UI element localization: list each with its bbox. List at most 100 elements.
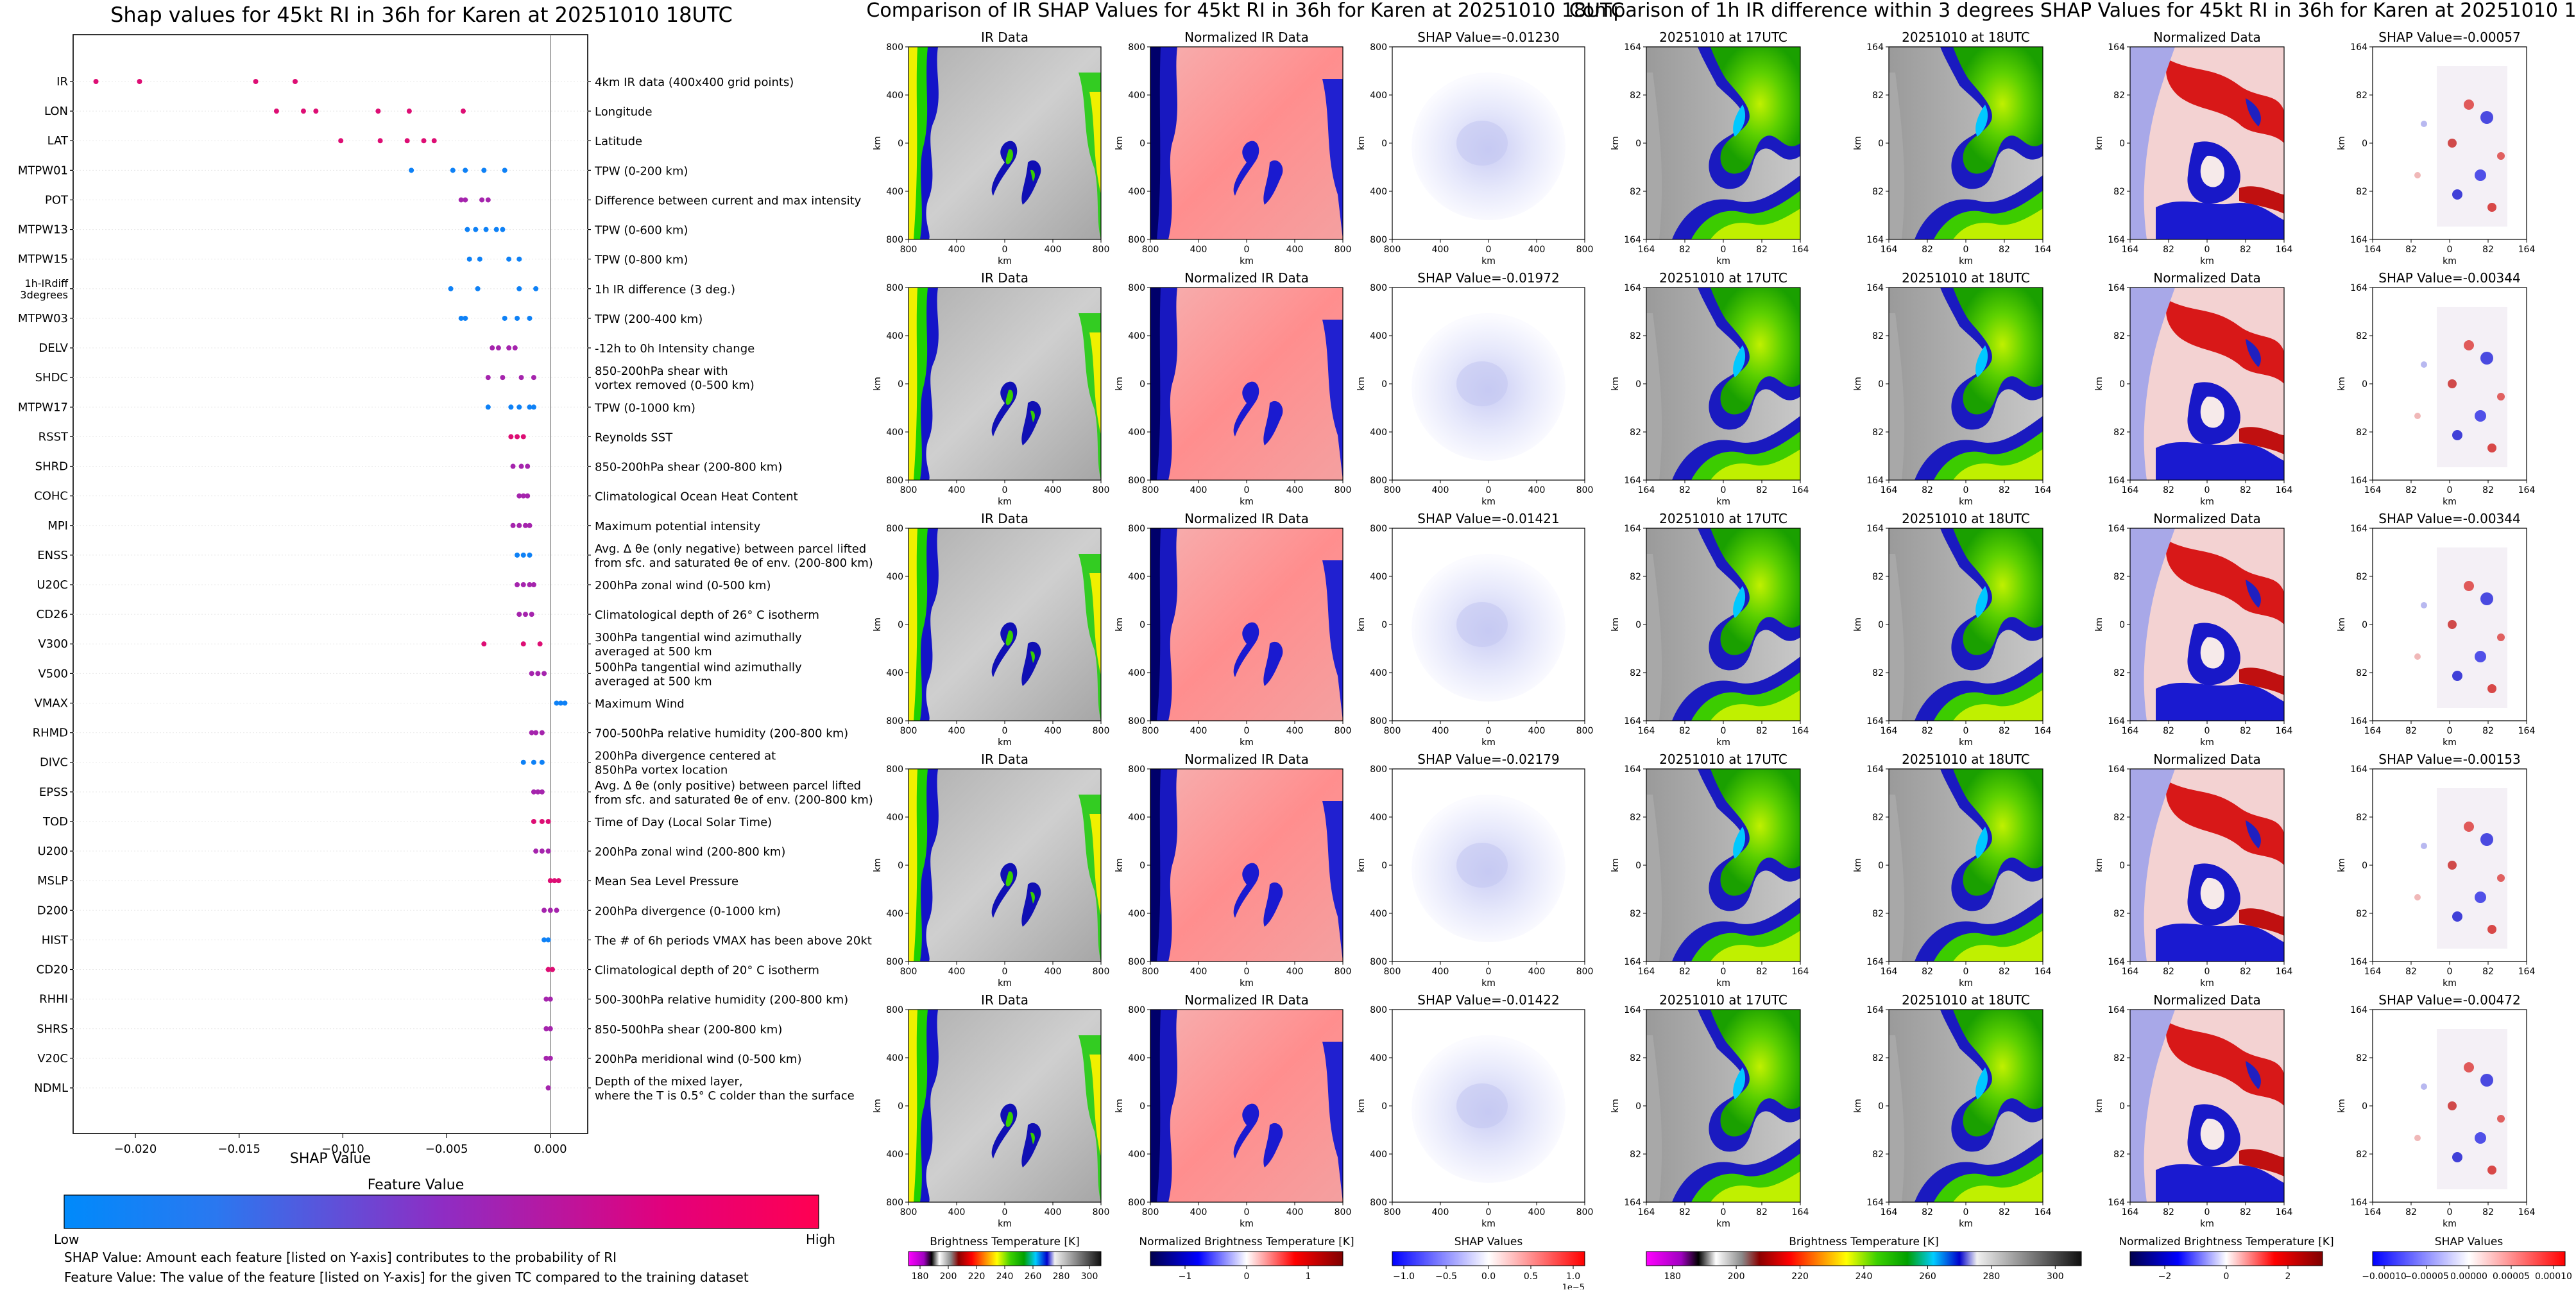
x-tick-label: 164 <box>1881 485 1898 495</box>
y-tick-label: 82 <box>2113 909 2125 919</box>
x-tick-label: 0 <box>1486 1207 1492 1218</box>
shap-point <box>516 493 522 499</box>
y-tick-label: 400 <box>886 1150 903 1160</box>
feature-description-label: 850-500hPa shear (200-800 km) <box>595 1023 782 1037</box>
x-tick-label: 800 <box>1335 245 1352 255</box>
x-tick-label: 164 <box>2518 726 2536 736</box>
subplot-title: 20251010 at 18UTC <box>1902 511 2030 526</box>
shap-point <box>293 79 298 84</box>
x-axis-label: km <box>2443 256 2457 266</box>
shap-point <box>562 700 568 706</box>
x-axis-label: km <box>2200 256 2214 266</box>
y-tick-label: 0 <box>2119 1101 2125 1112</box>
ir-image <box>1392 769 1585 961</box>
x-axis-label: km <box>1481 737 1496 748</box>
subplot-title: Normalized IR Data <box>1184 992 1309 1008</box>
y-tick-label: 164 <box>1866 42 1884 53</box>
shap-point <box>539 848 545 854</box>
feature-row: U200 200hPa zonal wind (200-800 km) <box>37 845 785 859</box>
x-tick-label: 164 <box>1792 967 1809 977</box>
ir-image <box>1392 1010 1585 1202</box>
colorbar-tick-label: 260 <box>1025 1271 1042 1282</box>
x-tick-label: 164 <box>2122 726 2139 736</box>
feature-name-label: RHMD <box>33 727 68 740</box>
x-tick-label: 400 <box>1190 967 1207 977</box>
y-tick-label: 400 <box>1128 1150 1145 1160</box>
shap-point <box>338 138 344 144</box>
feature-description-label: TPW (0-200 km) <box>594 164 688 178</box>
feature-description-label: where the T is 0.5° C colder than the su… <box>595 1089 855 1103</box>
colorbar-tick-label: −2 <box>2158 1271 2172 1282</box>
y-tick-label: 164 <box>1624 42 1641 53</box>
x-tick-label: 0 <box>1244 485 1250 495</box>
y-axis-label: km <box>1356 858 1367 872</box>
feature-description-label: Reynolds SST <box>595 431 673 444</box>
x-tick-label: 164 <box>1881 1207 1898 1218</box>
x-tick-label: 400 <box>1190 485 1207 495</box>
x-tick-label: 164 <box>2364 245 2382 255</box>
y-axis-label: km <box>1356 136 1367 150</box>
y-tick-label: 164 <box>2350 1198 2367 1208</box>
x-tick-label: 164 <box>1638 245 1655 255</box>
y-tick-label: 164 <box>2108 42 2125 53</box>
y-tick-label: 82 <box>1872 1150 1884 1160</box>
x-axis-label: km <box>1716 256 1730 266</box>
x-tick-label: 0 <box>1002 245 1008 255</box>
feature-name-label: V20C <box>37 1052 68 1065</box>
ir-image <box>908 288 1101 480</box>
shap-point <box>543 996 549 1002</box>
y-tick-label: 0 <box>1381 139 1387 149</box>
x-tick-label: 400 <box>1045 967 1062 977</box>
feature-name-label: SHDC <box>35 371 68 384</box>
shap-point <box>479 197 485 203</box>
y-tick-label: 400 <box>886 813 903 823</box>
x-tick-label: 164 <box>2364 967 2382 977</box>
y-tick-label: 800 <box>1128 42 1145 53</box>
shap-point <box>490 345 495 351</box>
shap-point <box>406 108 412 114</box>
shap-point <box>500 375 506 381</box>
feature-description-label: 500hPa tangential wind azimuthally <box>595 660 802 674</box>
x-tick-label: 400 <box>1286 485 1304 495</box>
x-tick-label: 164 <box>2122 245 2139 255</box>
x-axis-label: km <box>1959 978 1973 988</box>
shap-point <box>515 552 520 558</box>
colorbar-tick-label: 0.00010 <box>2535 1271 2572 1282</box>
feature-row: V300 300hPa tangential wind azimuthallyav… <box>38 631 802 659</box>
x-tick-label: 400 <box>1190 245 1207 255</box>
y-tick-label: 800 <box>1128 764 1145 775</box>
x-tick-label: 400 <box>1528 245 1546 255</box>
y-tick-label: 400 <box>1370 331 1387 341</box>
y-tick-label: 400 <box>886 331 903 341</box>
y-tick-label: 82 <box>1872 187 1884 197</box>
colorbar-tick-label: 1 <box>1306 1271 1311 1282</box>
colorbar-tick-label: 300 <box>1081 1271 1098 1282</box>
colorbar-tick-label: 0.0 <box>1481 1271 1496 1282</box>
x-tick-label: 164 <box>2518 1207 2536 1218</box>
shap-point <box>431 138 437 144</box>
subplot-title: SHAP Value=-0.02179 <box>1417 752 1559 767</box>
shap-point <box>485 404 491 410</box>
colorbar-tick-label: 180 <box>1664 1271 1681 1282</box>
x-tick-label: 82 <box>1756 726 1768 736</box>
feature-name-label: U200 <box>37 845 68 858</box>
colorbar-offset-label: 1e−5 <box>1562 1283 1585 1289</box>
diff-image <box>1646 528 1800 721</box>
x-tick-label: 82 <box>2163 245 2174 255</box>
y-tick-label: 82 <box>2356 1150 2367 1160</box>
shap-point <box>520 641 526 647</box>
colorbar-tick-label: −0.5 <box>1435 1271 1457 1282</box>
x-tick-label: 164 <box>2364 726 2382 736</box>
shap-point <box>485 197 491 203</box>
y-tick-label: 164 <box>2108 957 2125 967</box>
y-tick-label: 800 <box>886 476 903 486</box>
shap-point <box>556 878 561 884</box>
shap-point <box>547 908 553 913</box>
x-tick-label: 400 <box>1528 967 1546 977</box>
y-tick-label: 164 <box>1866 764 1884 775</box>
y-axis-label: km <box>1610 136 1621 150</box>
x-tick-label: 164 <box>1792 1207 1809 1218</box>
